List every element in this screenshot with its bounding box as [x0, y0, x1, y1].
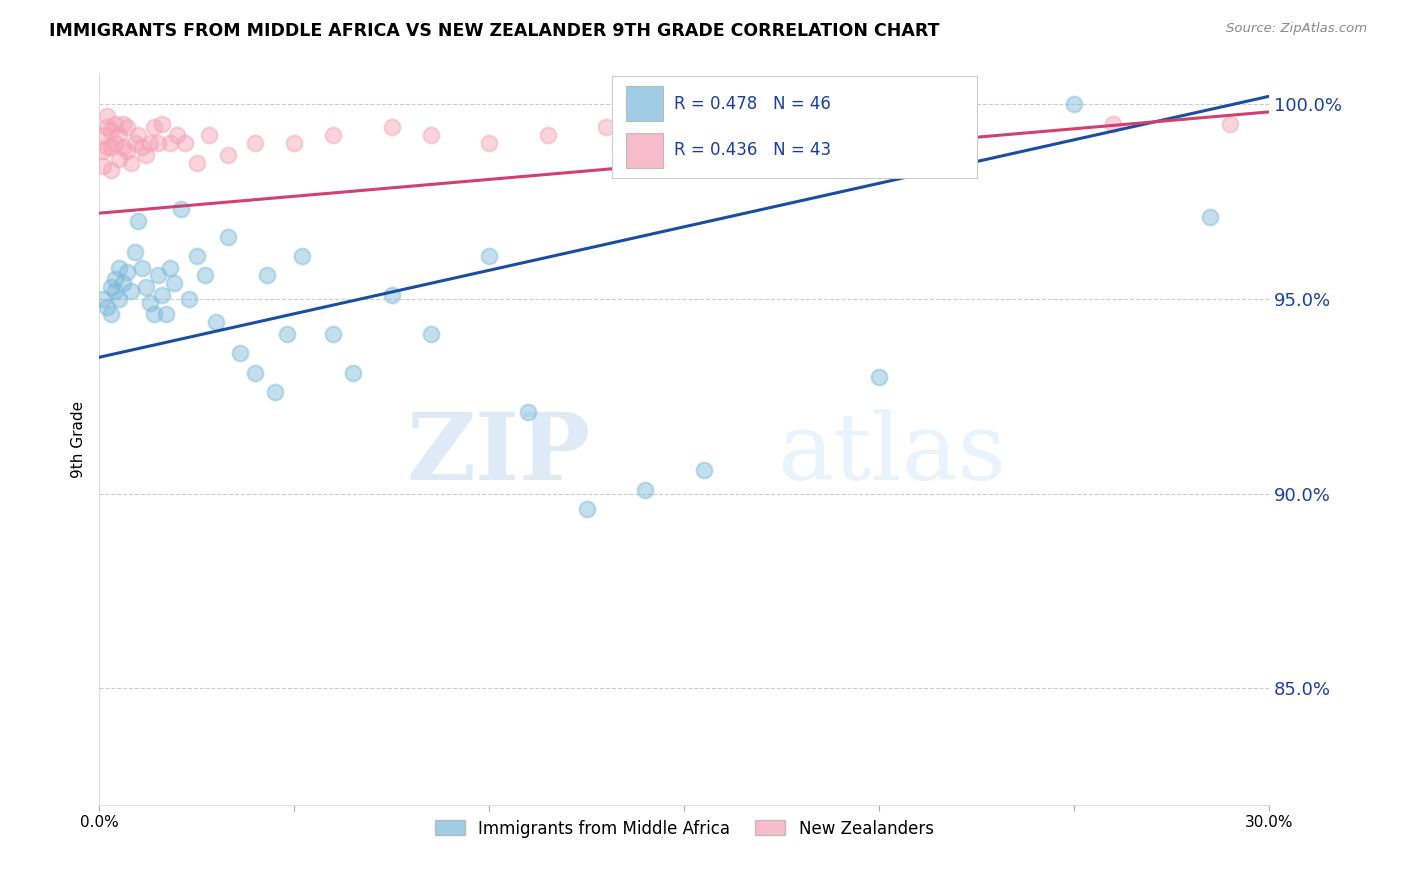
- Point: [115, 264, 138, 278]
- Point: [1102, 117, 1125, 131]
- Point: [100, 140, 122, 154]
- Point: [104, 136, 127, 150]
- Point: [283, 136, 305, 150]
- Text: R = 0.478   N = 46: R = 0.478 N = 46: [673, 95, 831, 112]
- Point: [91, 292, 114, 306]
- Text: ZIP: ZIP: [406, 409, 591, 499]
- Point: [291, 249, 314, 263]
- Point: [342, 366, 364, 380]
- Point: [143, 120, 166, 135]
- Point: [108, 292, 131, 306]
- Point: [575, 502, 598, 516]
- Point: [143, 307, 166, 321]
- Point: [100, 163, 122, 178]
- Point: [159, 260, 181, 275]
- Point: [419, 128, 441, 143]
- Point: [478, 249, 501, 263]
- Point: [150, 288, 173, 302]
- Point: [381, 288, 404, 302]
- Point: [100, 124, 122, 138]
- Point: [1199, 210, 1222, 224]
- Bar: [626, 87, 662, 121]
- Point: [186, 155, 208, 169]
- Point: [205, 315, 228, 329]
- Point: [111, 117, 134, 131]
- Point: [124, 245, 146, 260]
- Point: [322, 326, 344, 341]
- Point: [127, 128, 149, 143]
- Point: [115, 144, 138, 158]
- Point: [159, 136, 181, 150]
- Point: [517, 405, 540, 419]
- Point: [419, 326, 441, 341]
- Point: [139, 295, 162, 310]
- Point: [120, 284, 142, 298]
- Point: [100, 307, 122, 321]
- Point: [139, 136, 162, 150]
- Point: [162, 277, 184, 291]
- Point: [155, 307, 177, 321]
- Point: [595, 120, 617, 135]
- Point: [194, 268, 217, 283]
- Point: [276, 326, 298, 341]
- Text: IMMIGRANTS FROM MIDDLE AFRICA VS NEW ZEALANDER 9TH GRADE CORRELATION CHART: IMMIGRANTS FROM MIDDLE AFRICA VS NEW ZEA…: [49, 22, 939, 40]
- Point: [197, 128, 219, 143]
- Text: atlas: atlas: [778, 409, 1007, 499]
- Point: [245, 366, 267, 380]
- Point: [170, 202, 193, 217]
- Point: [537, 128, 560, 143]
- Point: [91, 160, 114, 174]
- Point: [135, 147, 157, 161]
- Point: [131, 260, 153, 275]
- Point: [217, 147, 239, 161]
- Point: [96, 120, 118, 135]
- Point: [108, 260, 131, 275]
- Point: [120, 155, 142, 169]
- Point: [263, 385, 285, 400]
- Point: [124, 136, 146, 150]
- Point: [111, 140, 134, 154]
- Point: [166, 128, 188, 143]
- Bar: [626, 133, 662, 168]
- Point: [256, 268, 278, 283]
- Point: [174, 136, 197, 150]
- Point: [217, 229, 239, 244]
- Point: [478, 136, 501, 150]
- Point: [135, 280, 157, 294]
- Point: [692, 463, 714, 477]
- Y-axis label: 9th Grade: 9th Grade: [72, 401, 86, 477]
- Point: [100, 280, 122, 294]
- Point: [127, 214, 149, 228]
- Point: [108, 152, 131, 166]
- Point: [150, 117, 173, 131]
- Point: [634, 483, 657, 497]
- Point: [229, 346, 252, 360]
- Point: [381, 120, 404, 135]
- Point: [91, 128, 114, 143]
- Text: R = 0.436   N = 43: R = 0.436 N = 43: [673, 141, 831, 159]
- Point: [654, 128, 676, 143]
- Point: [1063, 97, 1085, 112]
- Point: [245, 136, 267, 150]
- Point: [104, 117, 127, 131]
- Point: [115, 120, 138, 135]
- Point: [177, 292, 200, 306]
- Legend: Immigrants from Middle Africa, New Zealanders: Immigrants from Middle Africa, New Zeala…: [429, 813, 941, 844]
- Point: [146, 136, 169, 150]
- Text: Source: ZipAtlas.com: Source: ZipAtlas.com: [1226, 22, 1367, 36]
- Point: [108, 128, 131, 143]
- Point: [186, 249, 208, 263]
- Point: [91, 144, 114, 158]
- Point: [322, 128, 344, 143]
- Point: [104, 284, 127, 298]
- Point: [868, 369, 890, 384]
- Point: [96, 300, 118, 314]
- Point: [104, 272, 127, 286]
- Point: [146, 268, 169, 283]
- Point: [131, 140, 153, 154]
- Point: [96, 109, 118, 123]
- Point: [111, 277, 134, 291]
- Point: [1219, 117, 1241, 131]
- Point: [96, 140, 118, 154]
